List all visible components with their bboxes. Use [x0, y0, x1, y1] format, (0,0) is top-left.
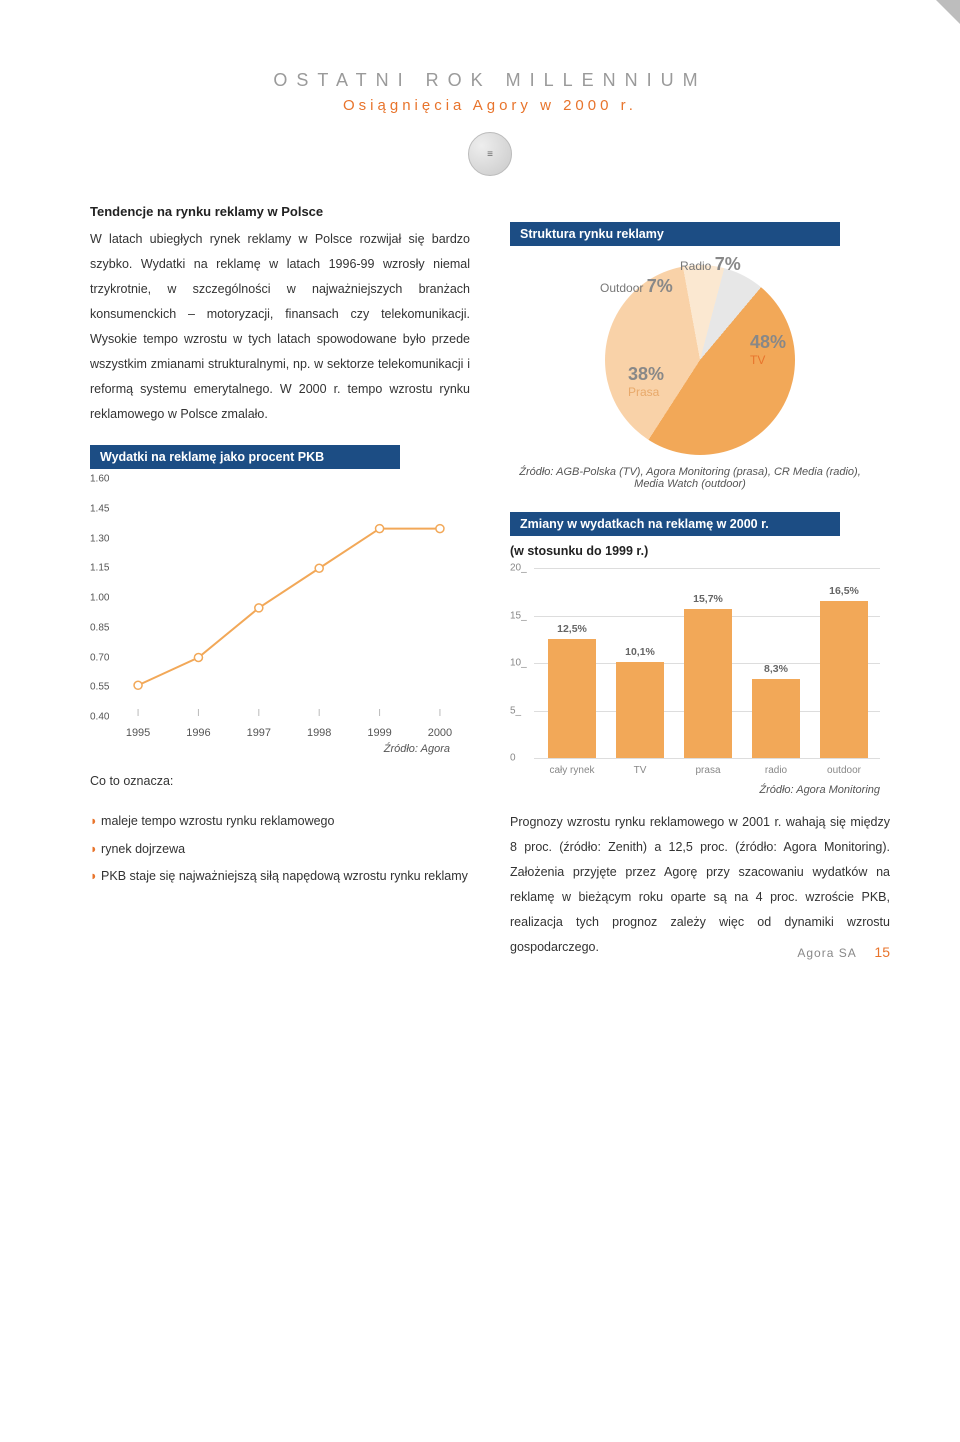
y-tick-label: 1.00: [90, 593, 109, 604]
x-tick-label: prasa: [695, 765, 720, 776]
grid-line: [534, 568, 880, 569]
bar: [616, 662, 664, 758]
bar-chart-source: Źródło: Agora Monitoring: [510, 784, 880, 796]
bar: [820, 601, 868, 758]
bar: [684, 609, 732, 758]
y-tick-label: 1.60: [90, 474, 109, 485]
grid-line: [534, 758, 880, 759]
bar-chart: 05_10_15_20_cały rynek12,5%TV10,1%prasa1…: [510, 568, 880, 778]
list-item: rynek dojrzewa: [90, 836, 470, 864]
corner-decoration: [936, 0, 960, 24]
y-tick-label: 5_: [510, 705, 521, 716]
y-tick-label: 20_: [510, 563, 527, 574]
bar-value-label: 10,1%: [625, 646, 655, 658]
list-item: PKB staje się najważniejszą siłą napędow…: [90, 863, 470, 891]
bar-value-label: 16,5%: [829, 585, 859, 597]
x-tick-label: 1998: [307, 727, 331, 739]
bar-chart-subtitle: (w stosunku do 1999 r.): [510, 544, 890, 558]
x-tick-label: 1996: [186, 727, 210, 739]
x-tick-label: TV: [634, 765, 647, 776]
y-tick-label: 0.40: [90, 712, 109, 723]
bullet-list: maleje tempo wzrostu rynku reklamowegory…: [90, 808, 470, 891]
x-tick-label: 1999: [367, 727, 391, 739]
pie-chart: Radio 7%Outdoor 7%48%TV38%Prasa: [580, 260, 820, 460]
pie-label: 48%TV: [750, 332, 786, 367]
left-heading: Tendencje na rynku reklamy w Polsce: [90, 204, 470, 219]
list-item: maleje tempo wzrostu rynku reklamowego: [90, 808, 470, 836]
x-tick-label: 1995: [126, 727, 150, 739]
line-chart-source: Źródło: Agora: [90, 743, 450, 755]
bar: [752, 679, 800, 758]
bar-chart-title: Zmiany w wydatkach na reklamę w 2000 r.: [510, 512, 840, 536]
y-tick-label: 15_: [510, 610, 527, 621]
x-tick-label: radio: [765, 765, 787, 776]
y-tick-label: 0.85: [90, 622, 109, 633]
page-title: OSTATNI ROK MILLENNIUM: [90, 70, 890, 91]
bar-value-label: 8,3%: [764, 663, 788, 675]
page-subtitle: Osiągnięcia Agory w 2000 r.: [90, 97, 890, 114]
y-tick-label: 0.55: [90, 682, 109, 693]
pie-label: 38%Prasa: [628, 364, 664, 399]
y-tick-label: 0: [510, 753, 516, 764]
medallion-icon: ≡: [468, 132, 512, 176]
page-footer: Agora SA 15: [797, 944, 890, 960]
pie-label: Radio 7%: [680, 254, 741, 275]
left-paragraph: W latach ubiegłych rynek reklamy w Polsc…: [90, 227, 470, 427]
y-tick-label: 10_: [510, 658, 527, 669]
y-tick-label: 0.70: [90, 652, 109, 663]
x-tick-label: 1997: [247, 727, 271, 739]
pie-chart-title: Struktura rynku reklamy: [510, 222, 840, 246]
pie-chart-source: Źródło: AGB-Polska (TV), Agora Monitorin…: [510, 466, 870, 490]
footer-company: Agora SA: [797, 946, 856, 960]
footer-page-number: 15: [874, 944, 890, 960]
bar-value-label: 12,5%: [557, 623, 587, 635]
x-tick-label: 2000: [428, 727, 452, 739]
x-tick-label: outdoor: [827, 765, 861, 776]
bar: [548, 639, 596, 758]
what-heading: Co to oznacza:: [90, 769, 470, 794]
line-chart: 0.400.550.700.851.001.151.301.451.601995…: [90, 479, 450, 739]
line-chart-title: Wydatki na reklamę jako procent PKB: [90, 445, 400, 469]
y-tick-label: 1.15: [90, 563, 109, 574]
x-tick-label: cały rynek: [549, 765, 594, 776]
right-paragraph: Prognozy wzrostu rynku reklamowego w 200…: [510, 810, 890, 960]
y-tick-label: 1.30: [90, 533, 109, 544]
bar-value-label: 15,7%: [693, 593, 723, 605]
y-tick-label: 1.45: [90, 503, 109, 514]
pie-label: Outdoor 7%: [600, 276, 673, 297]
